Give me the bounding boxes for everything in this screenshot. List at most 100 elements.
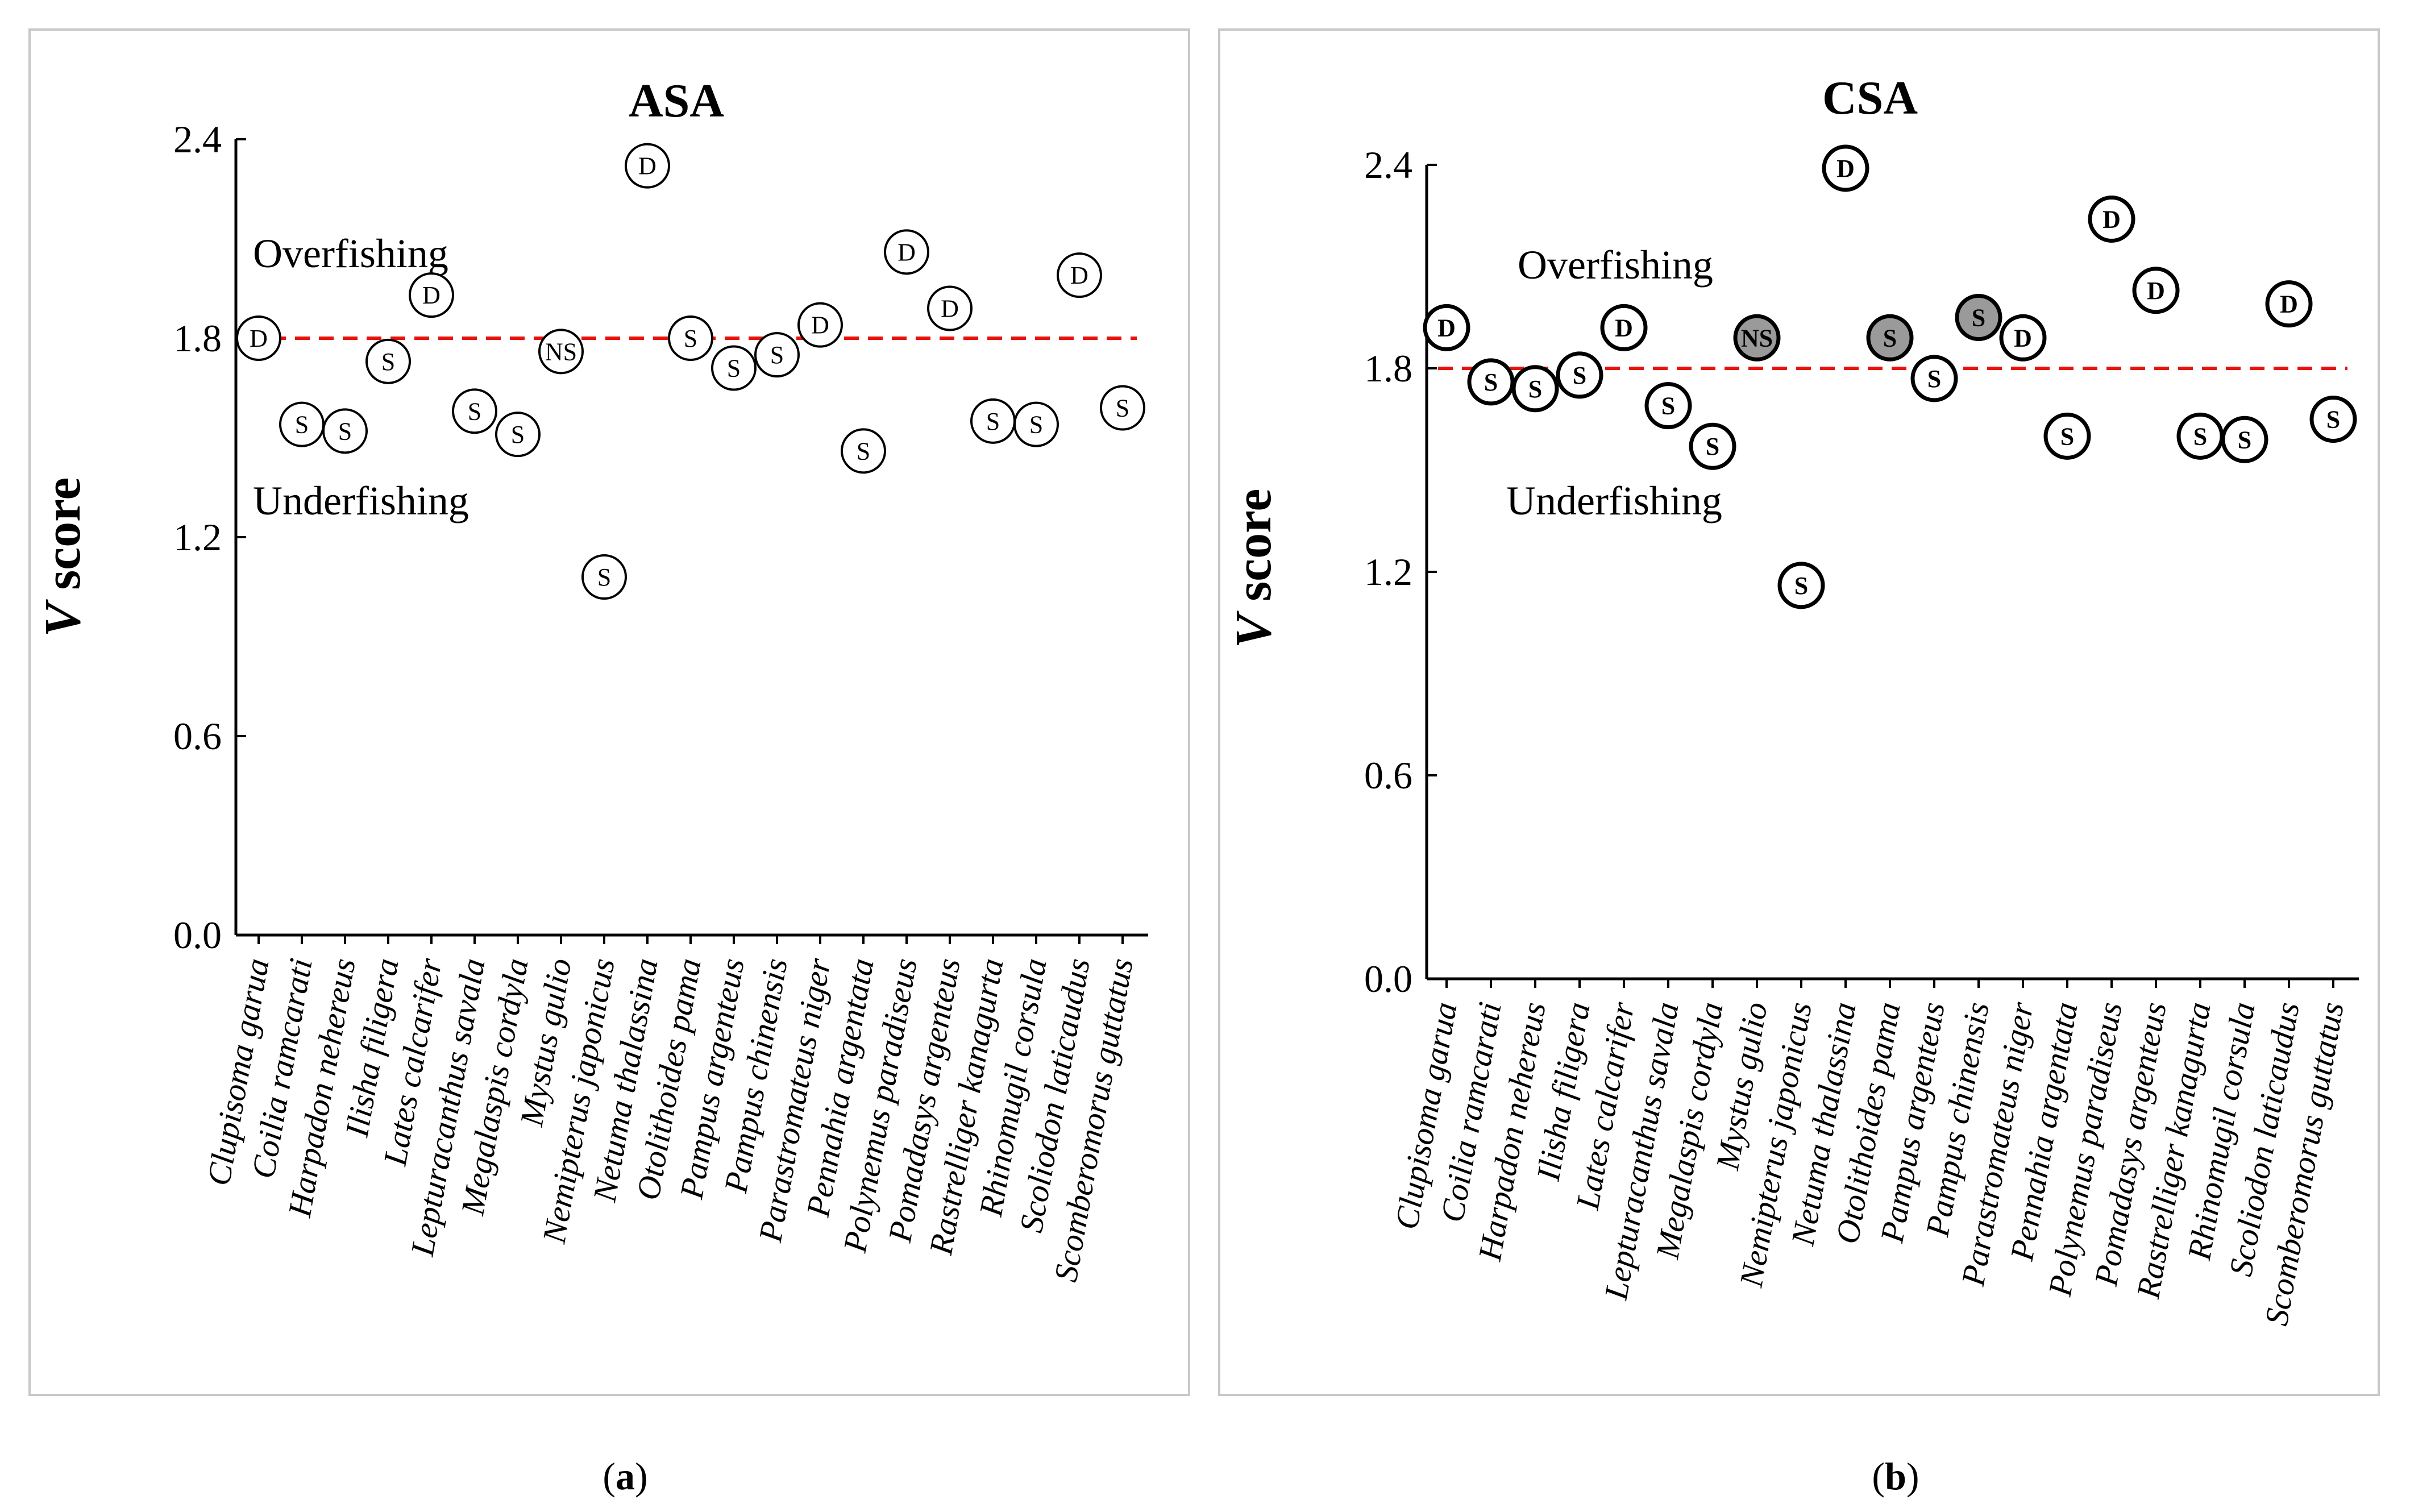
data-point: S (970, 398, 1016, 444)
data-point: S (279, 401, 325, 447)
y-axis-label: V score (1225, 489, 1282, 649)
data-point-label: S (986, 408, 1000, 435)
data-point: S (322, 408, 368, 454)
data-point-label: D (2147, 277, 2165, 305)
data-point: S (668, 315, 713, 361)
data-point: S (495, 412, 541, 458)
data-point: S (365, 338, 411, 384)
data-point: D (1600, 304, 1648, 351)
data-point-label: S (597, 563, 611, 591)
data-point: D (1057, 252, 1102, 298)
chart-title: ASA (629, 74, 724, 127)
data-point: S (581, 554, 627, 600)
data-point: S (2221, 416, 2268, 463)
underfishing-label: Underfishing (253, 478, 469, 524)
data-point-label: S (1883, 324, 1897, 352)
data-point: NS (538, 329, 584, 375)
data-point-circle (236, 315, 281, 361)
data-point-circle (322, 408, 368, 454)
data-point-circle (1689, 422, 1736, 470)
data-point-label: D (638, 152, 656, 180)
data-point-circle (1057, 252, 1102, 298)
y-tick-label: 2.4 (173, 118, 222, 161)
data-point-circle (365, 338, 411, 384)
panel-frame (28, 28, 1190, 1396)
data-point-label: S (381, 348, 395, 376)
data-point-label: S (2193, 422, 2207, 450)
data-point-circle (1733, 314, 1781, 362)
data-point: S (1556, 351, 1603, 399)
data-point-label: D (2014, 324, 2032, 352)
data-point: S (754, 332, 800, 378)
data-point-label: S (2326, 406, 2340, 434)
data-point: S (452, 388, 497, 434)
y-tick-label: 2.4 (1364, 143, 1412, 186)
data-point: S (1013, 401, 1059, 447)
data-point: S (1100, 385, 1145, 431)
data-point: S (1511, 365, 1559, 413)
data-point-circle (625, 143, 670, 189)
data-point-label: S (511, 421, 525, 448)
data-point: D (927, 285, 973, 331)
data-point-circle (452, 388, 497, 434)
underfishing-label: Underfishing (1506, 478, 1722, 524)
data-point-label: S (770, 341, 784, 369)
data-point: D (884, 229, 929, 275)
data-point-circle (2221, 416, 2268, 463)
data-point-label: S (1116, 394, 1129, 422)
data-point-circle (841, 428, 886, 474)
data-point-circle (1910, 355, 1958, 402)
panel-caption: (b) (1872, 1455, 1919, 1498)
data-point: NS (1733, 314, 1781, 362)
data-point-label: D (2102, 205, 2121, 233)
data-point-label: S (1528, 375, 1542, 403)
data-point: D (409, 272, 454, 318)
data-point: D (625, 143, 670, 189)
data-point-label: S (2060, 422, 2074, 450)
data-point-circle (409, 272, 454, 318)
data-point-label: S (468, 397, 481, 425)
data-point: D (236, 315, 281, 361)
data-point-label: S (1972, 304, 1985, 332)
data-point: S (1467, 358, 1515, 406)
data-point-circle (1822, 144, 1869, 192)
data-point-label: D (2280, 290, 2298, 318)
data-point: S (1689, 422, 1736, 470)
data-point-circle (884, 229, 929, 275)
data-point-label: S (1661, 392, 1675, 420)
y-tick-label: 0.6 (173, 715, 222, 758)
y-tick-label: 1.8 (173, 317, 222, 360)
data-point-circle (1866, 314, 1914, 362)
data-point-circle (2043, 412, 2091, 460)
data-point-circle (495, 412, 541, 458)
data-point-label: S (2238, 426, 2251, 454)
data-point-circle (1511, 365, 1559, 413)
data-point-label: S (338, 417, 352, 445)
data-point: D (2265, 280, 2313, 328)
y-tick-label: 0.0 (1364, 957, 1412, 1000)
y-tick-label: 1.2 (173, 516, 222, 559)
data-point-label: D (1615, 314, 1633, 342)
data-point-circle (1556, 351, 1603, 399)
data-point-label: D (250, 325, 268, 352)
data-point: D (2132, 267, 2180, 314)
overfishing-label: Overfishing (1518, 242, 1713, 288)
data-point: S (1910, 355, 1958, 402)
data-point-circle (2265, 280, 2313, 328)
data-point-label: S (857, 437, 870, 465)
data-point-circle (927, 285, 973, 331)
overfishing-label: Overfishing (253, 231, 448, 276)
data-point: S (2176, 412, 2224, 460)
data-point-label: D (897, 238, 916, 266)
data-point: S (1777, 562, 1825, 609)
data-point: D (1423, 304, 1470, 351)
data-point-circle (1999, 314, 2047, 362)
panel-frame (1218, 28, 2380, 1396)
data-point-circle (1467, 358, 1515, 406)
data-point-circle (797, 302, 843, 348)
data-point-circle (1013, 401, 1059, 447)
data-point-label: S (1794, 572, 1808, 600)
